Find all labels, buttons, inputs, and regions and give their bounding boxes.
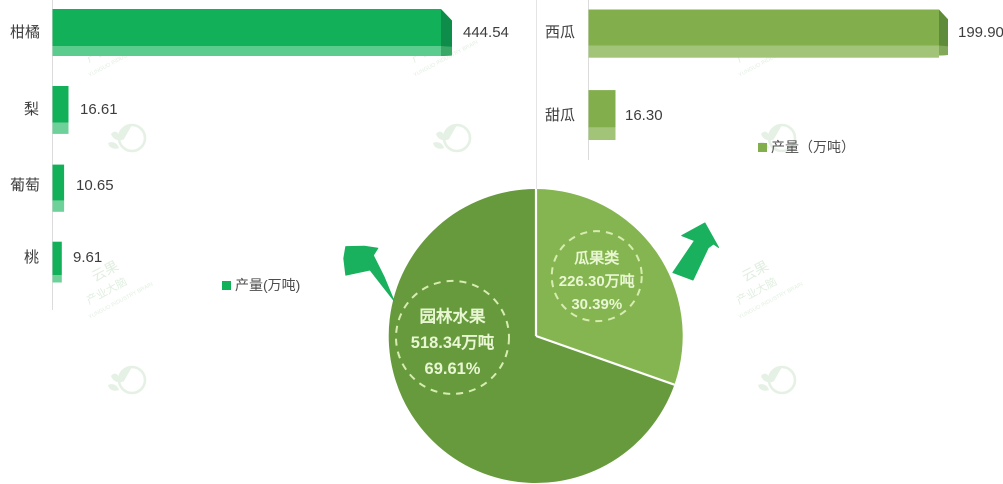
svg-text:30.39%: 30.39% xyxy=(571,296,622,313)
svg-text:葡萄: 葡萄 xyxy=(10,177,40,194)
svg-text:柑橘: 柑橘 xyxy=(10,24,40,41)
svg-text:西瓜: 西瓜 xyxy=(545,24,575,41)
svg-text:产量（万吨）: 产量（万吨） xyxy=(771,139,855,155)
svg-text:518.34万吨: 518.34万吨 xyxy=(411,332,495,352)
svg-text:16.30: 16.30 xyxy=(625,107,663,124)
svg-text:9.61: 9.61 xyxy=(73,249,102,266)
svg-text:甜瓜: 甜瓜 xyxy=(545,107,575,124)
svg-text:瓜果类: 瓜果类 xyxy=(574,249,620,267)
svg-text:444.54: 444.54 xyxy=(463,24,509,41)
svg-text:199.90: 199.90 xyxy=(958,24,1003,41)
svg-text:69.61%: 69.61% xyxy=(425,360,481,378)
svg-text:梨: 梨 xyxy=(24,101,39,118)
svg-text:园林水果: 园林水果 xyxy=(420,306,487,326)
svg-text:10.65: 10.65 xyxy=(76,177,114,194)
svg-text:16.61: 16.61 xyxy=(80,101,118,118)
svg-text:产量(万吨): 产量(万吨) xyxy=(235,277,300,293)
svg-text:桃: 桃 xyxy=(24,249,39,266)
svg-text:226.30万吨: 226.30万吨 xyxy=(559,272,635,290)
